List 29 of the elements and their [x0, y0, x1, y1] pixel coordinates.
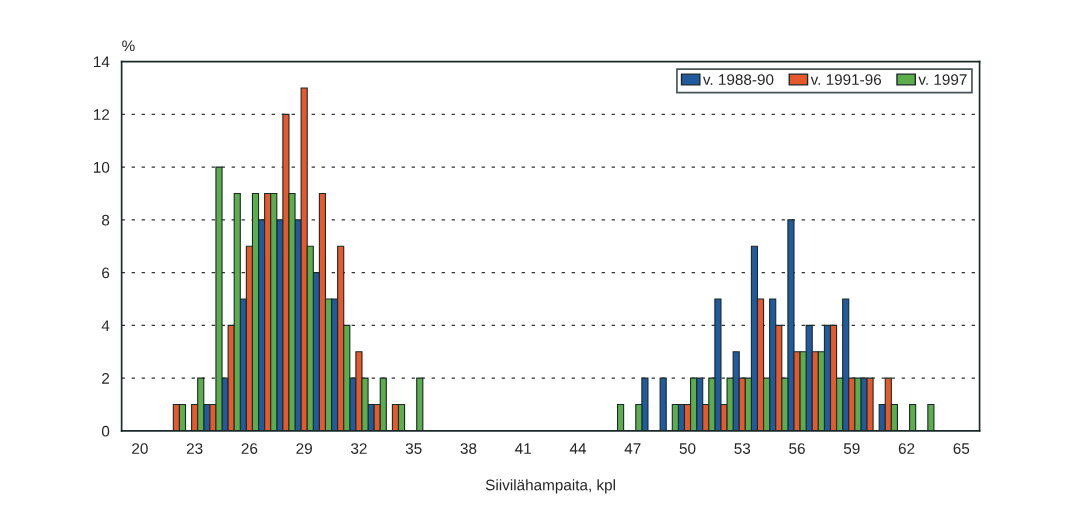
- x-tick-label: 47: [624, 443, 641, 454]
- x-tick-label: 59: [843, 443, 860, 454]
- x-tick-label: 53: [734, 443, 751, 454]
- x-tick-label: 26: [241, 443, 258, 454]
- legend-label: v. 1997: [918, 74, 967, 85]
- x-tick-label: 23: [186, 443, 203, 454]
- y-tick-label: 0: [101, 425, 110, 437]
- x-tick-label: 65: [953, 443, 970, 454]
- y-tick-label: 8: [101, 214, 110, 226]
- x-tick-label: 62: [898, 443, 915, 454]
- y-tick-label: 14: [94, 56, 110, 68]
- x-tick-label: 38: [460, 443, 477, 454]
- y-axis-title: %: [122, 40, 135, 52]
- x-tick-label: 29: [296, 443, 312, 454]
- y-tick-label: 4: [101, 320, 110, 331]
- x-tick-label: 50: [679, 443, 696, 454]
- y-tick-label: 10: [94, 161, 110, 173]
- x-tick-label: 56: [789, 443, 805, 454]
- y-tick-label: 6: [102, 267, 110, 279]
- x-tick-label: 20: [132, 443, 148, 454]
- x-tick-label: 44: [569, 443, 587, 454]
- x-axis-title: Siivilähampaita, kpl: [485, 479, 615, 494]
- x-tick-label: 32: [351, 443, 367, 454]
- x-tick-label: 41: [515, 443, 531, 454]
- y-tick-label: 2: [102, 373, 110, 384]
- legend-label: v. 1988-90: [702, 74, 774, 85]
- x-tick-label: 35: [405, 443, 422, 454]
- y-tick-label: 12: [94, 109, 110, 120]
- legend-label: v. 1991-96: [810, 74, 882, 85]
